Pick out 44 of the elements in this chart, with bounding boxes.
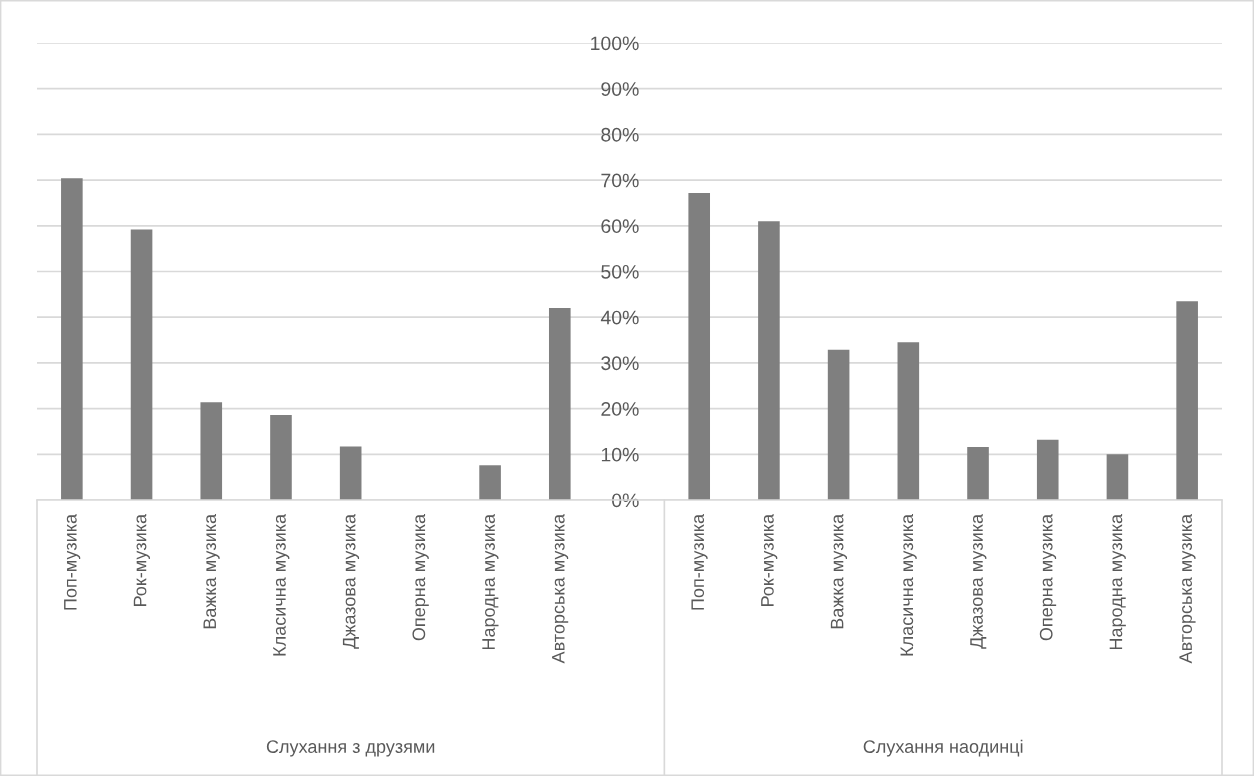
y-tick-label: 20% bbox=[601, 402, 639, 416]
x-tick-label: Авторська музика bbox=[1179, 513, 1196, 664]
y-tick-label: 0% bbox=[612, 493, 639, 508]
x-tick-label: Класична музика bbox=[900, 513, 917, 656]
x-tick-label: Важка музика bbox=[203, 513, 220, 629]
x-tick-label: Поп-музика bbox=[64, 513, 81, 610]
x-tick-label: Рок-музика bbox=[133, 513, 150, 606]
bar bbox=[967, 446, 989, 500]
y-tick-label: 40% bbox=[600, 310, 639, 325]
y-tick-label: 100% bbox=[591, 36, 639, 51]
text: Слухання наодинці bbox=[863, 739, 1023, 757]
bar bbox=[270, 415, 292, 500]
x-tick-label: Авторська музика bbox=[552, 513, 569, 664]
y-tick-label: 90% bbox=[601, 82, 639, 96]
bar bbox=[1176, 301, 1198, 500]
bar bbox=[1106, 454, 1129, 500]
x-tick-label: Поп-музика bbox=[691, 513, 708, 610]
y-tick-label: 30% bbox=[601, 356, 639, 371]
x-tick-label: Джазова музика bbox=[342, 513, 360, 649]
bar bbox=[479, 465, 501, 500]
bar bbox=[548, 308, 571, 500]
y-tick-label: 70% bbox=[601, 173, 639, 188]
bar bbox=[897, 342, 920, 500]
y-tick-label: 10% bbox=[601, 447, 639, 462]
bar bbox=[827, 349, 850, 500]
bar bbox=[688, 192, 711, 500]
x-tick-label: Класична музика bbox=[273, 513, 290, 656]
text: Слухання з друзями bbox=[266, 740, 435, 757]
x-tick-label: Важка музика bbox=[830, 513, 848, 629]
y-tick-label: 80% bbox=[601, 127, 639, 142]
x-tick-label: Народна музика bbox=[1109, 513, 1126, 650]
y-tick-label: 60% bbox=[601, 219, 639, 234]
x-tick-label: Оперна музика bbox=[1039, 513, 1057, 641]
y-tick-label: 50% bbox=[601, 264, 639, 279]
x-tick-label: Рок-музика bbox=[761, 513, 778, 606]
bar bbox=[339, 446, 362, 500]
x-tick-label: Джазова музика bbox=[970, 513, 987, 649]
bar bbox=[758, 221, 780, 500]
bar bbox=[130, 229, 153, 500]
x-tick-label: Народна музика bbox=[482, 513, 499, 650]
bar bbox=[200, 402, 223, 500]
x-tick-label: Оперна музика bbox=[412, 513, 429, 641]
bar bbox=[1036, 439, 1059, 500]
bar bbox=[61, 178, 83, 500]
